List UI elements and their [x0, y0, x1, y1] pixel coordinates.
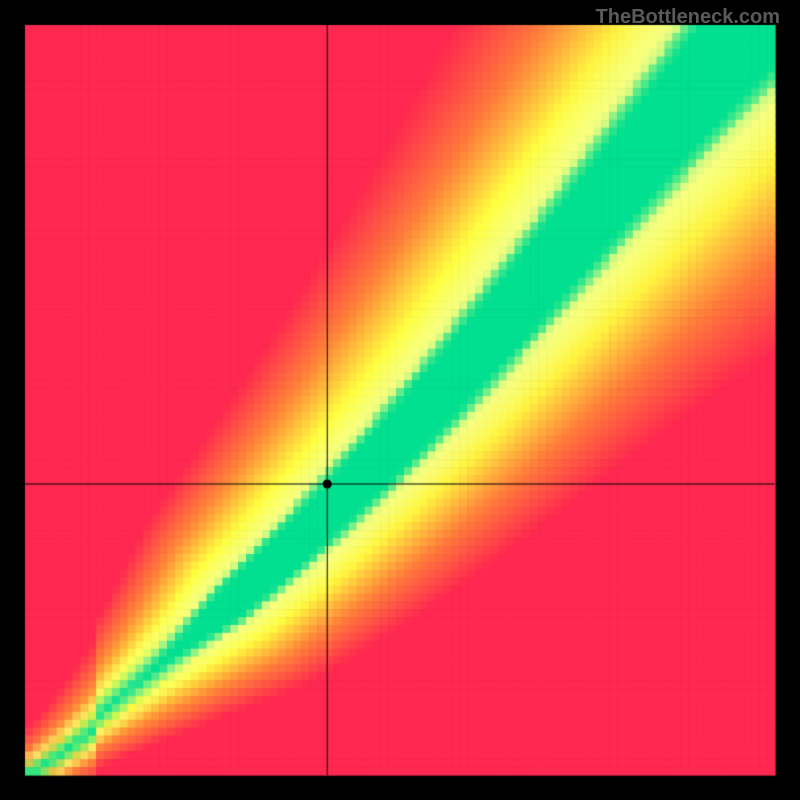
watermark-text: TheBottleneck.com — [596, 6, 780, 29]
chart-container: TheBottleneck.com — [0, 0, 800, 800]
bottleneck-heatmap — [0, 0, 800, 800]
